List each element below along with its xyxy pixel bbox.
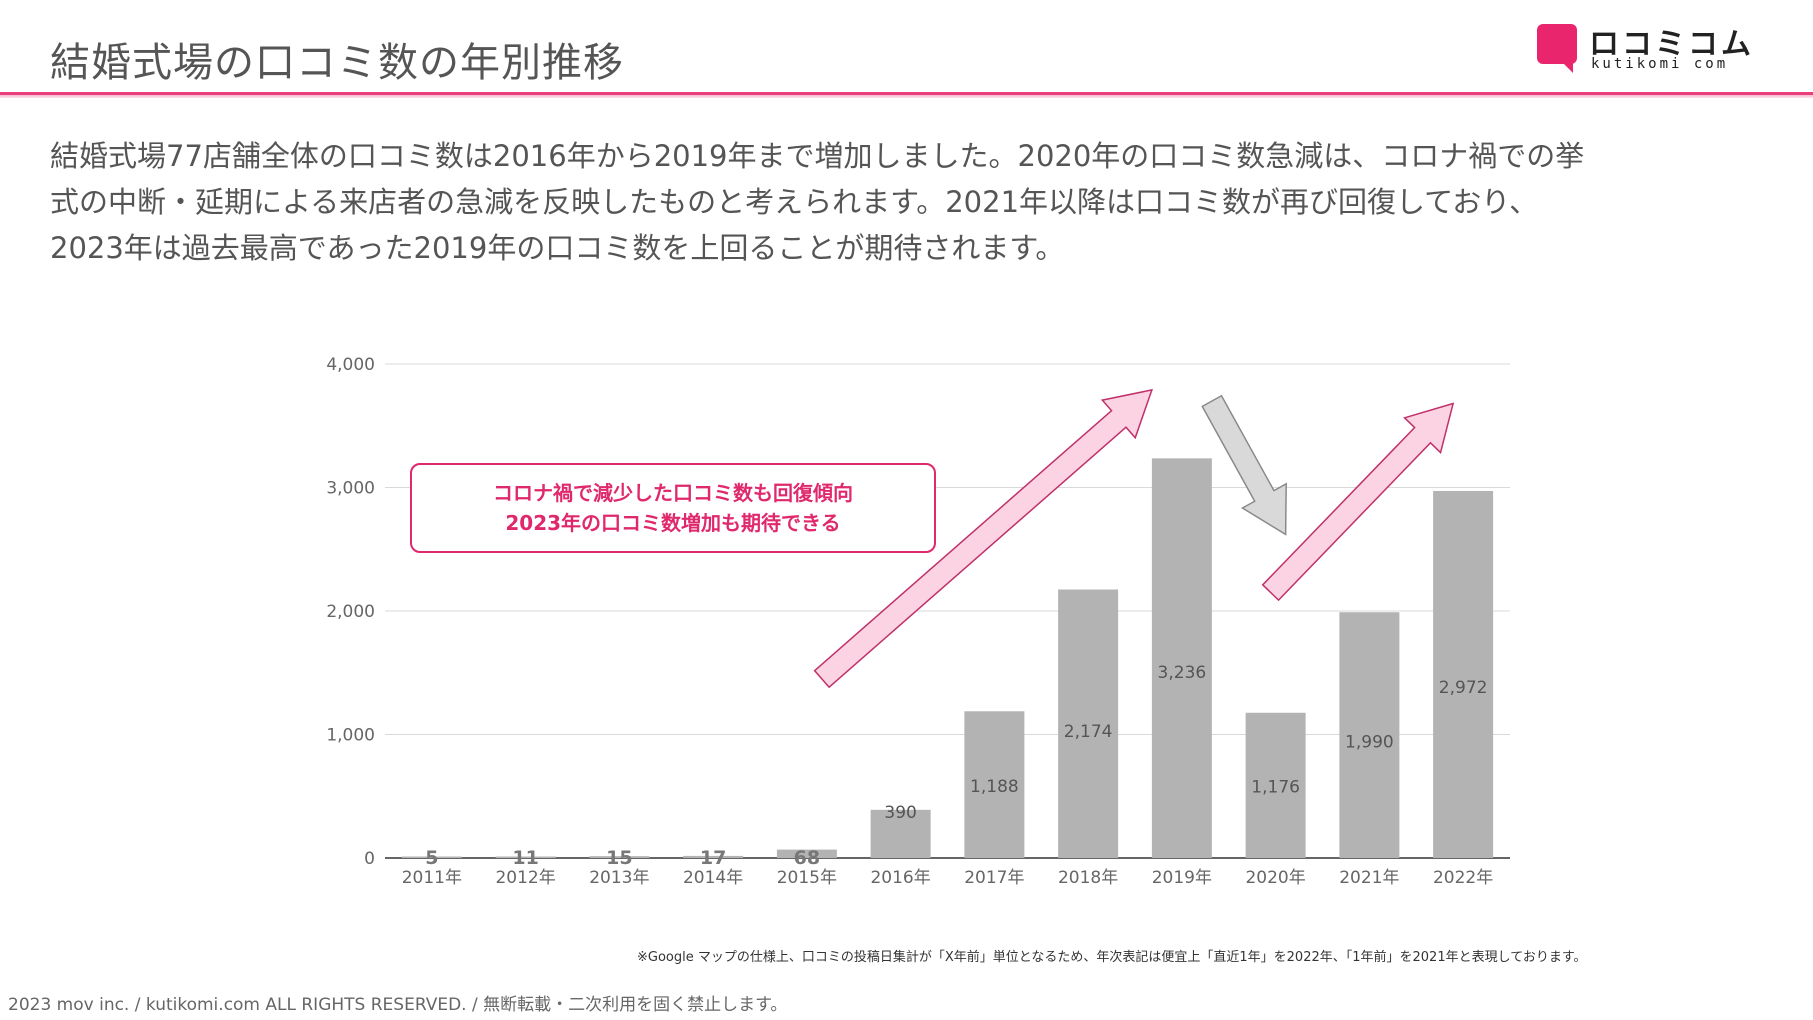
bar bbox=[1339, 612, 1400, 858]
data-label: 3,236 bbox=[1158, 663, 1207, 683]
callout-box: コロナ禍で減少した口コミ数も回復傾向 2023年の口コミ数増加も期待できる bbox=[410, 463, 936, 553]
x-tick-label: 2016年 bbox=[870, 868, 930, 888]
brand-logo: ロコミコム kutikomi com bbox=[1537, 22, 1787, 76]
x-tick-label: 2018年 bbox=[1058, 868, 1118, 888]
page-title: 結婚式場の口コミ数の年別推移 bbox=[50, 40, 624, 86]
data-label: 5 bbox=[425, 847, 438, 869]
x-tick-label: 2015年 bbox=[777, 868, 837, 888]
header-divider bbox=[0, 92, 1813, 98]
data-label: 390 bbox=[884, 803, 916, 823]
x-tick-label: 2013年 bbox=[589, 868, 649, 888]
footnote: ※Google マップの仕様上、口コミの投稿日集計が「X年前」単位となるため、年… bbox=[637, 950, 1587, 965]
down-arrow-icon bbox=[1201, 394, 1287, 536]
logo-text: ロコミコム bbox=[1589, 27, 1754, 62]
x-tick-label: 2020年 bbox=[1245, 868, 1305, 888]
bar bbox=[401, 856, 462, 858]
bar bbox=[589, 856, 650, 858]
trend-arrows bbox=[813, 388, 1455, 689]
description-line: 式の中断・延期による来店者の急減を反映したものと考えられます。2021年以降は口… bbox=[50, 185, 1539, 219]
chart-bars bbox=[401, 458, 1494, 858]
data-label: 11 bbox=[512, 847, 538, 869]
bar bbox=[1151, 458, 1212, 858]
bar bbox=[495, 856, 556, 858]
description-line: 結婚式場77店舗全体の口コミ数は2016年から2019年まで増加しました。202… bbox=[50, 139, 1585, 173]
bar bbox=[1433, 490, 1494, 858]
bar bbox=[683, 855, 744, 858]
x-tick-label: 2017年 bbox=[964, 868, 1024, 888]
data-label: 17 bbox=[700, 847, 726, 869]
y-tick-label: 2,000 bbox=[326, 602, 375, 622]
callout-line-1: コロナ禍で減少した口コミ数も回復傾向 bbox=[493, 481, 853, 505]
y-tick-label: 4,000 bbox=[326, 355, 375, 375]
x-tick-label: 2012年 bbox=[495, 868, 555, 888]
bar bbox=[870, 809, 931, 858]
data-label: 2,174 bbox=[1064, 722, 1113, 742]
x-tick-label: 2014年 bbox=[683, 868, 743, 888]
x-tick-label: 2022年 bbox=[1433, 868, 1493, 888]
x-tick-label: 2019年 bbox=[1152, 868, 1212, 888]
y-tick-label: 0 bbox=[364, 849, 375, 869]
bar bbox=[964, 711, 1025, 858]
data-label: 15 bbox=[606, 847, 632, 869]
data-label: 1,990 bbox=[1345, 732, 1394, 752]
bar bbox=[1058, 589, 1119, 858]
y-tick-label: 3,000 bbox=[326, 479, 375, 499]
up-arrow-icon bbox=[1261, 402, 1455, 602]
description-line: 2023年は過去最高であった2019年の口コミ数を上回ることが期待されます。 bbox=[50, 231, 1065, 265]
callout-line-2: 2023年の口コミ数増加も期待できる bbox=[505, 511, 841, 535]
chart-grid bbox=[385, 363, 1510, 859]
bar bbox=[776, 849, 837, 858]
data-label: 2,972 bbox=[1439, 678, 1488, 698]
copyright-footer: 2023 mov inc. / kutikomi.com ALL RIGHTS … bbox=[8, 995, 788, 1015]
up-arrow-icon bbox=[813, 388, 1154, 689]
y-tick-label: 1,000 bbox=[326, 726, 375, 746]
description-text: 結婚式場77店舗全体の口コミ数は2016年から2019年まで増加しました。202… bbox=[50, 133, 1780, 271]
speech-bubble-icon bbox=[1537, 24, 1577, 73]
logo-subtext: kutikomi com bbox=[1591, 56, 1729, 72]
bar bbox=[1245, 712, 1306, 858]
data-label: 1,176 bbox=[1251, 778, 1300, 798]
chart-labels: 01,0002,0003,0004,0002011年52012年112013年1… bbox=[326, 355, 1493, 888]
data-label: 68 bbox=[794, 847, 820, 869]
x-tick-label: 2021年 bbox=[1339, 868, 1399, 888]
x-tick-label: 2011年 bbox=[402, 868, 462, 888]
data-label: 1,188 bbox=[970, 777, 1019, 797]
